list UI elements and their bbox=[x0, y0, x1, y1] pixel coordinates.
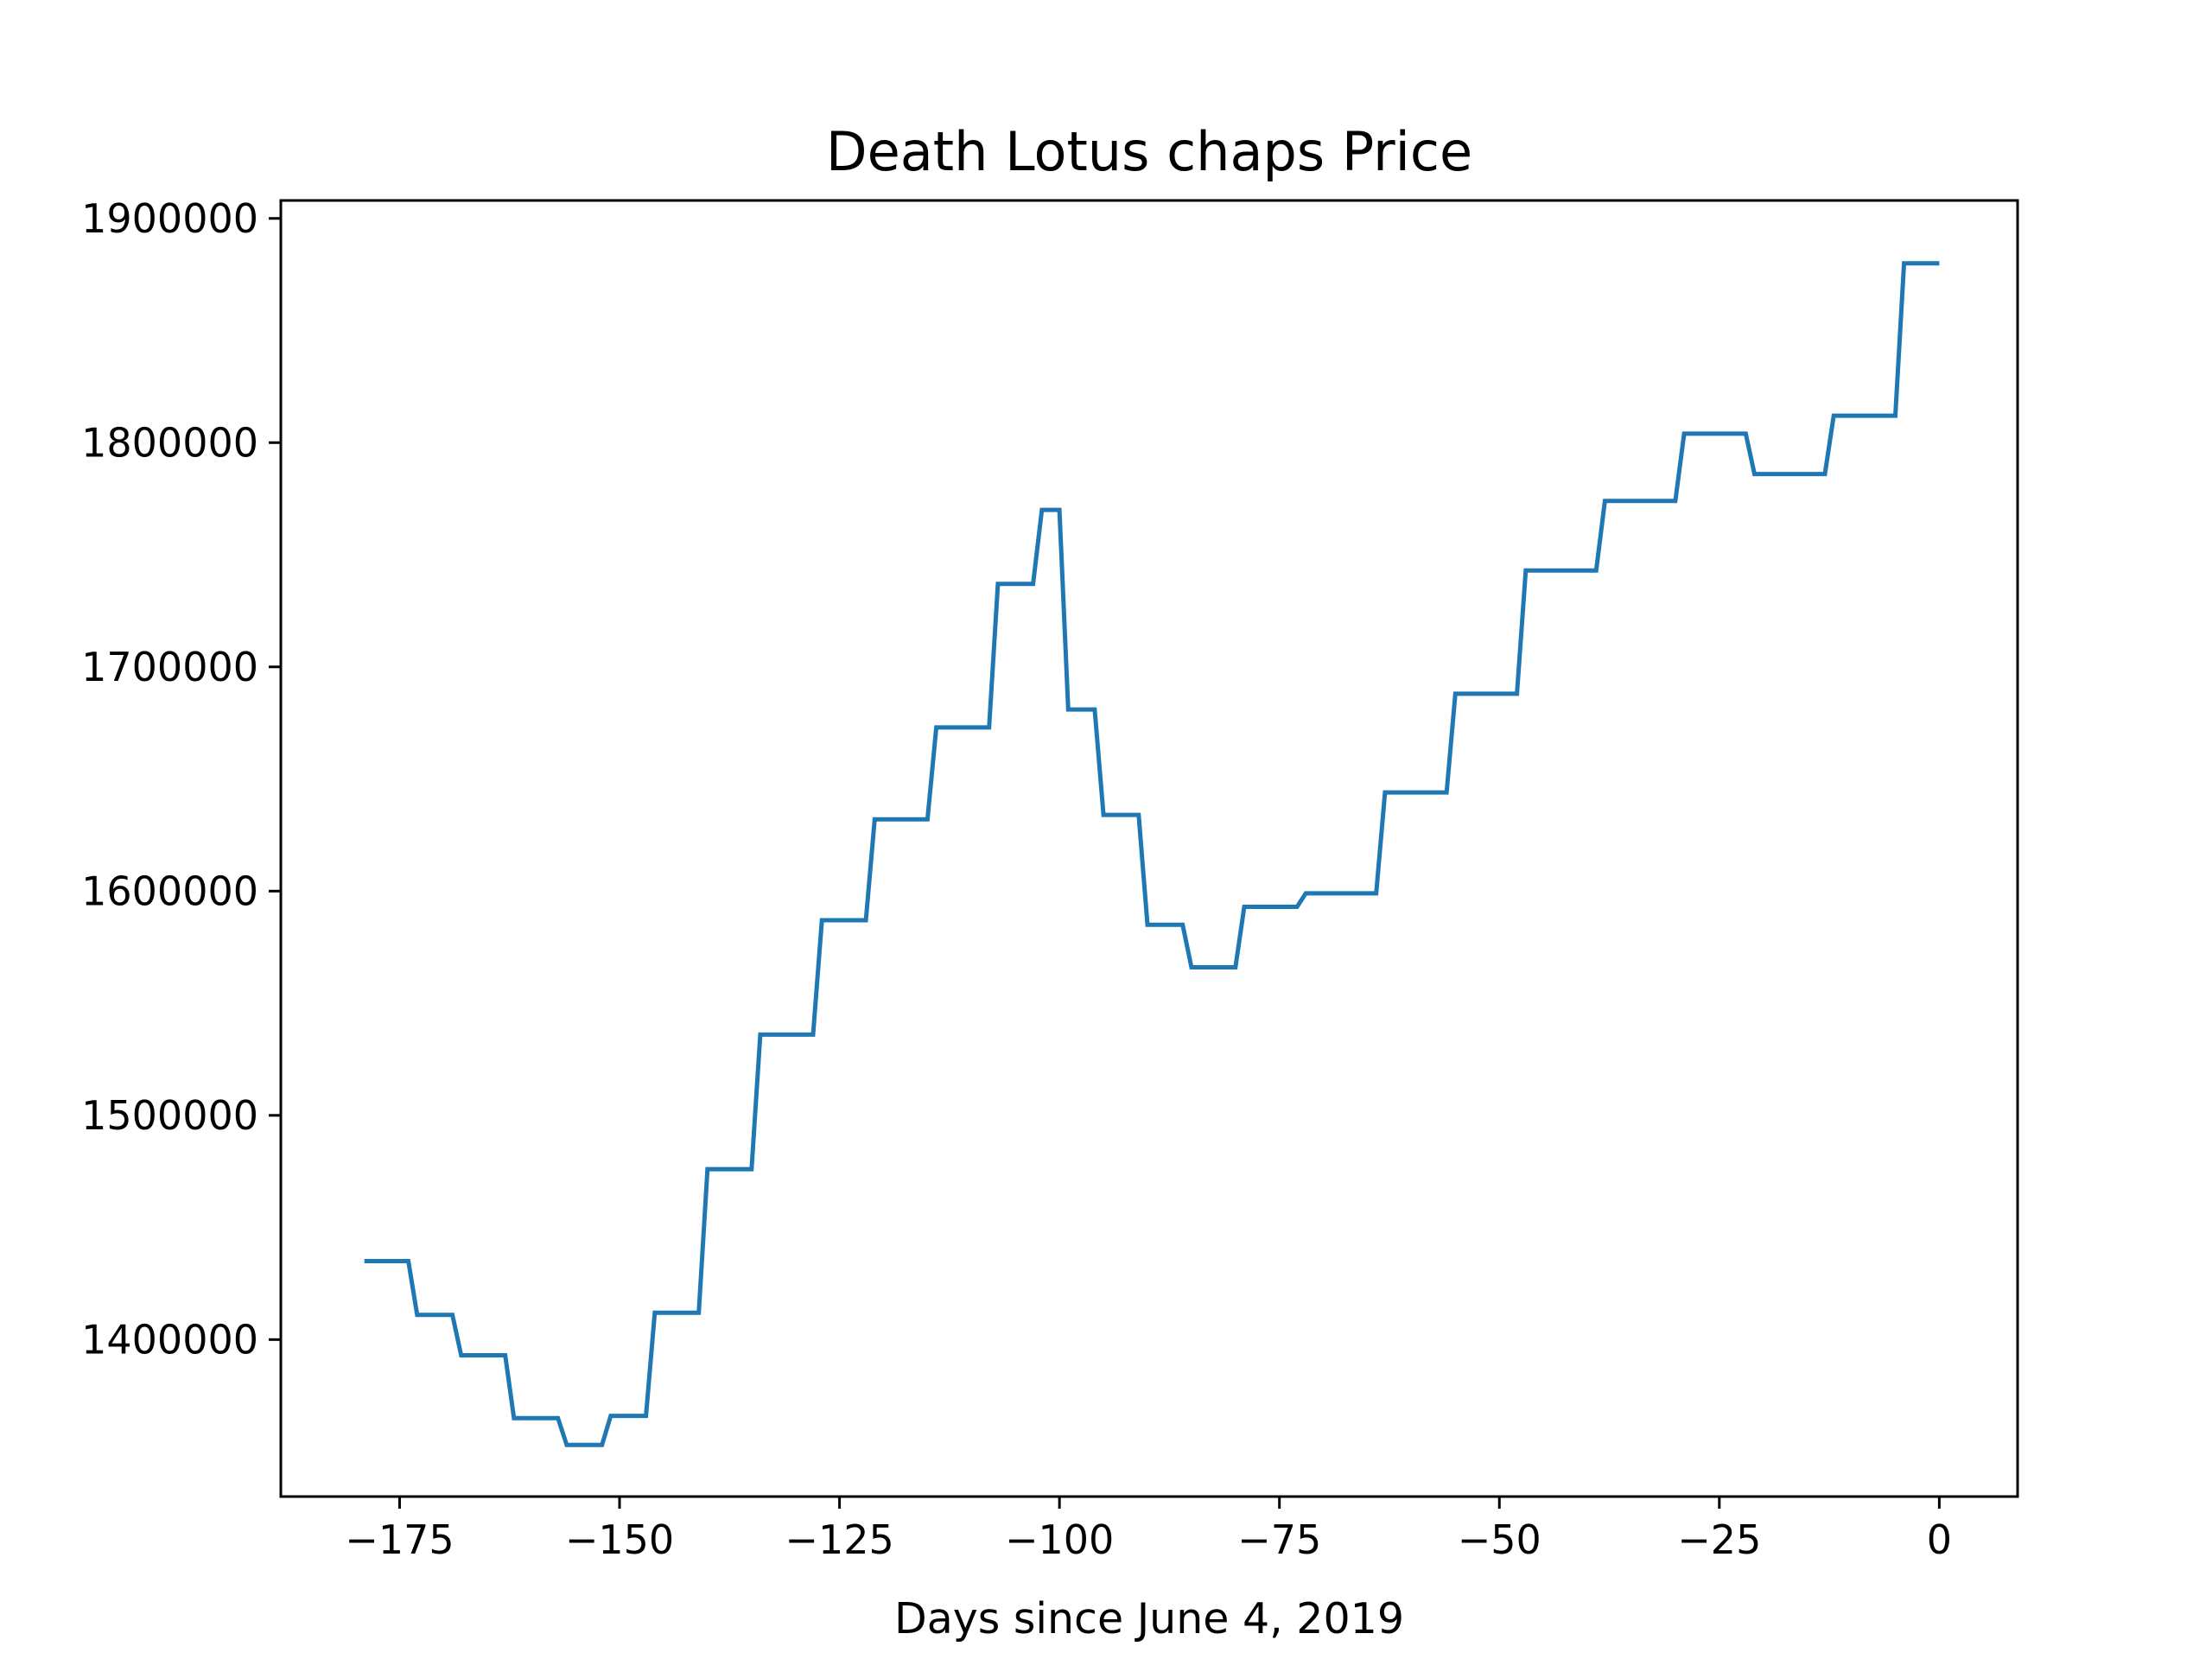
y-tick-label: 1600000 bbox=[81, 868, 258, 914]
y-tick-label: 1800000 bbox=[81, 419, 258, 466]
x-tick-label: −175 bbox=[345, 1516, 454, 1563]
x-tick-label: 0 bbox=[1927, 1516, 1952, 1563]
price-series-line bbox=[364, 261, 1940, 1447]
series-layer bbox=[364, 261, 1940, 1447]
x-tick-label: −25 bbox=[1677, 1516, 1761, 1563]
y-axis: 1400000 1500000 1600000 1700000 1800000 19000… bbox=[81, 195, 281, 1363]
x-axis: −175 −150 −125 −100 −75 −50 −25 0 bbox=[345, 1497, 1952, 1563]
chart-title: Death Lotus chaps Price bbox=[826, 120, 1472, 183]
x-tick-label: −150 bbox=[565, 1516, 674, 1563]
x-tick-label: −125 bbox=[785, 1516, 893, 1563]
y-tick-label: 1700000 bbox=[81, 644, 258, 690]
y-tick-label: 1400000 bbox=[81, 1316, 258, 1363]
x-axis-title: Days since June 4, 2019 bbox=[894, 1594, 1404, 1643]
x-tick-label: −50 bbox=[1458, 1516, 1541, 1563]
y-tick-label: 1900000 bbox=[81, 195, 258, 242]
y-tick-label: 1500000 bbox=[81, 1092, 258, 1139]
x-tick-label: −100 bbox=[1005, 1516, 1114, 1563]
plot-frame bbox=[279, 199, 2019, 1498]
x-tick-label: −75 bbox=[1237, 1516, 1321, 1563]
